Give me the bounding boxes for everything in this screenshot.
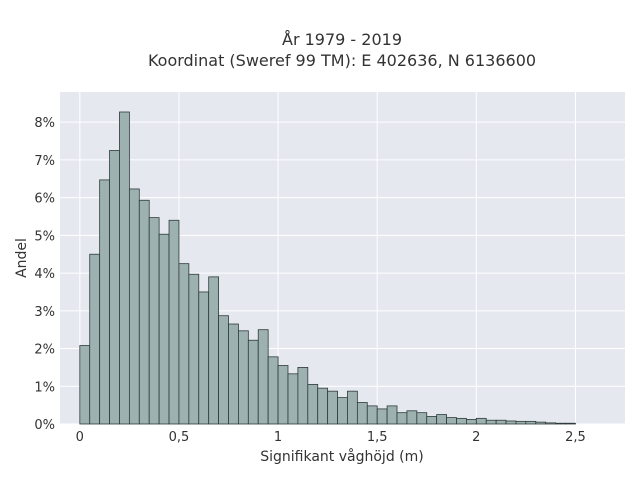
histogram-bar — [307, 383, 319, 425]
y-tick-label: 4% — [34, 267, 55, 282]
histogram-bar — [79, 345, 91, 425]
histogram-bar — [138, 199, 150, 425]
histogram-bars — [79, 111, 576, 425]
x-tick-label: 1,5 — [367, 430, 388, 445]
histogram-bar — [406, 410, 418, 425]
chart-title-line-2: Koordinat (Sweref 99 TM): E 402636, N 61… — [148, 51, 536, 70]
histogram-bar — [456, 417, 467, 425]
histogram-bar — [505, 420, 517, 425]
histogram-bar — [168, 219, 180, 425]
histogram-bar — [426, 416, 438, 425]
chart-title-line-1: År 1979 - 2019 — [282, 30, 402, 49]
histogram-bar — [109, 150, 120, 425]
histogram-bar — [297, 367, 309, 425]
histogram-bar — [198, 291, 210, 425]
histogram-bar — [247, 339, 259, 425]
histogram-bar — [495, 419, 507, 425]
histogram-bar — [188, 273, 200, 425]
y-axis-ticks: 0% 1% 2% 3% 4% 5% 6% 7% 8% — [34, 116, 55, 433]
y-tick-label: 8% — [34, 116, 55, 131]
histogram-bar — [416, 412, 428, 425]
histogram-bar — [327, 390, 338, 425]
histogram-bar — [287, 373, 299, 425]
y-tick-label: 7% — [34, 154, 55, 169]
histogram-bar — [436, 414, 447, 425]
histogram-bar — [347, 390, 358, 425]
x-axis-ticks: 0 0,5 1 1,5 2 2,5 — [76, 430, 586, 445]
y-tick-label: 5% — [34, 229, 55, 244]
histogram-bar — [515, 420, 527, 425]
histogram-bar — [208, 276, 219, 425]
histogram-bar — [396, 412, 408, 425]
histogram-bar — [317, 387, 329, 425]
histogram-bar — [485, 419, 497, 425]
histogram-bar — [238, 330, 249, 425]
histogram-bar — [277, 365, 289, 425]
histogram-bar — [545, 422, 557, 425]
histogram-bar — [337, 397, 348, 425]
x-tick-label: 1 — [274, 430, 282, 445]
histogram-bar — [446, 417, 457, 425]
histogram-bar — [366, 405, 378, 425]
histogram-bar — [466, 419, 477, 425]
histogram-bar — [99, 179, 110, 425]
histogram-bar — [148, 217, 160, 425]
histogram-bar — [386, 405, 398, 425]
histogram-bar — [565, 422, 576, 425]
histogram-bar — [128, 188, 140, 425]
y-tick-label: 1% — [34, 380, 55, 395]
histogram-bar — [89, 253, 101, 425]
histogram-bar — [376, 408, 388, 425]
histogram-bar — [535, 421, 547, 425]
histogram-bar — [178, 263, 190, 425]
x-axis-label: Signifikant våghöjd (m) — [260, 448, 423, 465]
histogram-bar — [356, 402, 368, 425]
x-tick-label: 0,5 — [169, 430, 190, 445]
histogram-bar — [218, 315, 229, 425]
y-tick-label: 6% — [34, 192, 55, 207]
histogram-bar — [158, 233, 170, 425]
y-tick-label: 3% — [34, 305, 55, 320]
histogram-bar — [267, 356, 279, 425]
histogram-bar — [257, 329, 269, 425]
histogram-bar — [525, 420, 537, 425]
histogram-bar — [119, 111, 130, 425]
histogram-bar — [555, 422, 566, 425]
y-axis-label: Andel — [14, 238, 30, 278]
y-tick-label: 2% — [34, 343, 55, 358]
histogram-bar — [475, 417, 487, 425]
y-tick-label: 0% — [34, 418, 55, 433]
histogram-bar — [228, 323, 239, 425]
x-tick-label: 2 — [472, 430, 480, 445]
x-tick-label: 0 — [76, 430, 84, 445]
x-tick-label: 2,5 — [565, 430, 586, 445]
